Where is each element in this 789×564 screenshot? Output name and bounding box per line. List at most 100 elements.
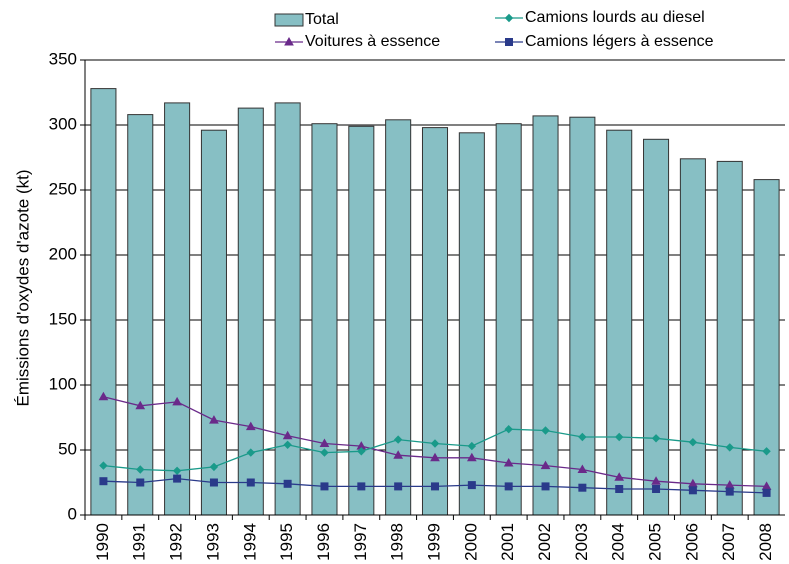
marker bbox=[245, 421, 256, 431]
x-tick-label: 1990 bbox=[93, 523, 112, 561]
marker bbox=[688, 486, 697, 495]
bar bbox=[90, 88, 117, 516]
x-tick-label: 2008 bbox=[756, 523, 775, 561]
bar bbox=[679, 158, 706, 516]
marker bbox=[246, 478, 255, 487]
marker bbox=[430, 452, 440, 462]
marker bbox=[319, 438, 330, 447]
y-tick-label: 100 bbox=[49, 374, 77, 393]
marker bbox=[136, 478, 145, 487]
marker bbox=[284, 36, 294, 46]
marker bbox=[393, 435, 403, 444]
marker bbox=[577, 464, 588, 473]
legend-label: Camions lourds au diesel bbox=[525, 9, 705, 26]
bar bbox=[164, 102, 191, 516]
marker bbox=[357, 482, 366, 491]
marker bbox=[503, 457, 514, 467]
x-tick-label: 2001 bbox=[498, 523, 517, 561]
marker bbox=[98, 391, 109, 401]
x-tick-label: 1999 bbox=[424, 523, 443, 561]
marker bbox=[762, 447, 771, 456]
marker bbox=[541, 426, 550, 435]
marker bbox=[99, 477, 108, 486]
x-tick-label: 2002 bbox=[535, 523, 554, 561]
x-tick-label: 1995 bbox=[277, 523, 296, 561]
marker bbox=[762, 488, 771, 497]
marker bbox=[504, 424, 513, 434]
x-tick-label: 2005 bbox=[646, 523, 665, 561]
y-tick-label: 350 bbox=[49, 49, 77, 68]
bar bbox=[716, 160, 743, 516]
marker bbox=[209, 415, 219, 424]
marker bbox=[578, 432, 587, 442]
marker bbox=[504, 482, 513, 491]
marker bbox=[282, 430, 293, 440]
marker bbox=[431, 482, 439, 491]
bar bbox=[495, 123, 522, 516]
bar bbox=[127, 114, 154, 516]
marker bbox=[394, 482, 403, 491]
marker bbox=[505, 38, 513, 46]
y-axis-label: Émissions d'oxydes d'azote (kt) bbox=[13, 169, 32, 406]
x-tick-label: 2007 bbox=[719, 523, 738, 561]
marker bbox=[504, 13, 514, 23]
marker bbox=[615, 432, 624, 442]
bar bbox=[532, 115, 559, 516]
bar bbox=[274, 102, 301, 516]
marker bbox=[430, 439, 440, 448]
marker bbox=[357, 447, 366, 456]
marker bbox=[99, 461, 108, 470]
marker bbox=[466, 452, 477, 462]
x-tick-label: 1992 bbox=[167, 523, 186, 561]
marker bbox=[172, 396, 182, 406]
legend-label: Total bbox=[305, 11, 339, 28]
marker bbox=[614, 472, 625, 481]
marker bbox=[615, 485, 624, 493]
marker bbox=[651, 476, 661, 485]
y-tick-label: 200 bbox=[49, 244, 77, 263]
marker bbox=[651, 434, 661, 443]
bar bbox=[348, 125, 375, 516]
marker bbox=[688, 437, 698, 447]
legend: Total Voitures à essence Camions lourds au… bbox=[274, 9, 714, 50]
x-tick-label: 1991 bbox=[130, 523, 149, 561]
marker bbox=[725, 443, 734, 452]
marker bbox=[393, 450, 404, 459]
bar bbox=[606, 129, 633, 516]
y-tick-label: 300 bbox=[49, 114, 77, 133]
y-tick-label: 50 bbox=[58, 439, 77, 458]
y-tick-label: 0 bbox=[68, 504, 77, 523]
bar bbox=[458, 132, 485, 516]
x-tick-label: 2006 bbox=[682, 523, 701, 561]
marker bbox=[136, 465, 145, 474]
marker bbox=[725, 487, 734, 496]
y-tick-label: 250 bbox=[49, 179, 77, 198]
marker bbox=[320, 448, 329, 457]
marker bbox=[540, 460, 551, 470]
legend-label: Voitures à essence bbox=[305, 33, 440, 50]
bar bbox=[569, 116, 596, 516]
marker bbox=[467, 481, 476, 490]
marker bbox=[283, 440, 292, 450]
bar bbox=[200, 129, 227, 516]
marker bbox=[467, 441, 477, 451]
bar bbox=[643, 138, 670, 516]
x-tick-label: 1996 bbox=[314, 523, 333, 561]
marker bbox=[246, 448, 255, 457]
marker bbox=[172, 466, 182, 476]
bar bbox=[753, 179, 780, 516]
marker bbox=[209, 462, 219, 472]
x-tick-label: 2004 bbox=[609, 523, 628, 561]
marker bbox=[320, 482, 329, 491]
y-tick-label: 150 bbox=[49, 309, 77, 328]
marker bbox=[652, 485, 661, 493]
marker bbox=[173, 474, 182, 483]
marker bbox=[283, 479, 292, 488]
marker bbox=[209, 478, 218, 487]
x-tick-label: 1998 bbox=[388, 523, 407, 561]
legend-swatch bbox=[274, 13, 304, 27]
x-tick-label: 1997 bbox=[351, 523, 370, 561]
x-tick-label: 1994 bbox=[240, 523, 259, 561]
legend-label: Camions légers à essence bbox=[525, 33, 714, 50]
